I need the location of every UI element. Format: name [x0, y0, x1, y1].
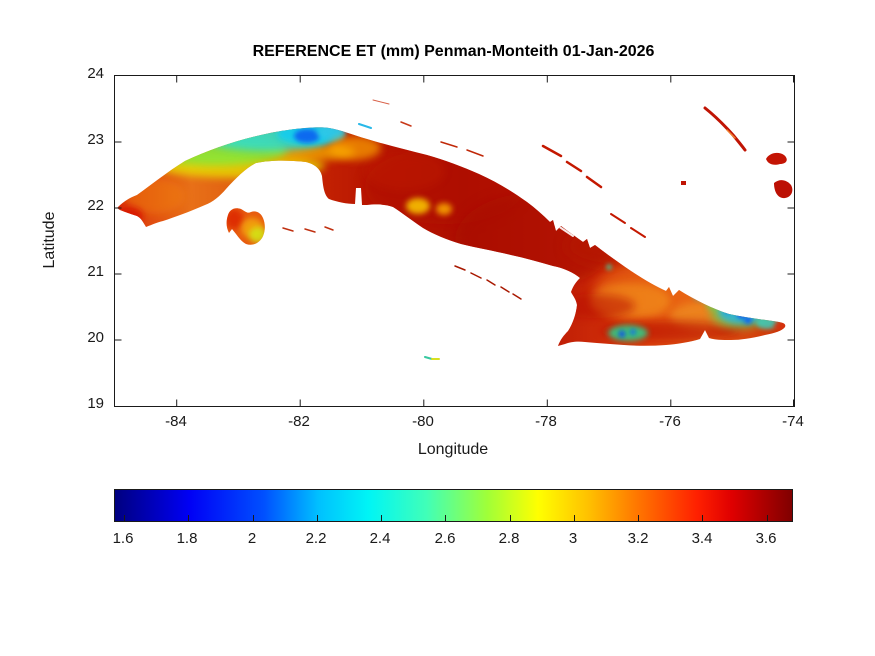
colorbar-tick-mark — [188, 515, 189, 521]
colorbar-tick-mark — [638, 515, 639, 521]
colorbar-tick-label: 3.6 — [755, 530, 777, 547]
y-tick-label: 23 — [87, 131, 104, 148]
bahamas-islands — [681, 106, 793, 199]
y-tick-label: 20 — [87, 329, 104, 346]
colorbar-tick-mark — [124, 515, 125, 521]
colorbar-tick-mark — [574, 515, 575, 521]
colorbar-tick-mark — [253, 515, 254, 521]
x-axis-label: Longitude — [417, 441, 489, 458]
cuba-et-map — [115, 76, 794, 406]
axis-tick-marks — [115, 76, 794, 406]
plot-area — [114, 75, 795, 407]
colorbar-tick-label: 3 — [568, 530, 578, 547]
colorbar-tick-label: 3.4 — [691, 530, 713, 547]
colorbar — [114, 489, 793, 522]
y-axis-label: Latitude — [41, 211, 58, 269]
colorbar-tick-label: 2 — [247, 530, 257, 547]
colorbar-tick-label: 2.4 — [369, 530, 391, 547]
colorbar-tick-mark — [317, 515, 318, 521]
y-tick-label: 21 — [87, 263, 104, 280]
x-tick-label: -74 — [782, 413, 804, 430]
colorbar-tick-label: 2.2 — [305, 530, 327, 547]
colorbar-tick-mark — [381, 515, 382, 521]
colorbar-tick-label: 3.2 — [627, 530, 649, 547]
colorbar-tick-mark — [702, 515, 703, 521]
x-tick-label: -76 — [659, 413, 681, 430]
y-tick-label: 22 — [87, 197, 104, 214]
colorbar-tick-label: 2.6 — [434, 530, 456, 547]
small-cays — [282, 99, 646, 300]
x-tick-label: -78 — [535, 413, 557, 430]
y-tick-label: 19 — [87, 395, 104, 412]
colorbar-tick-mark — [445, 515, 446, 521]
colorbar-tick-mark — [767, 515, 768, 521]
isla-de-la-juventud-overlays — [226, 209, 265, 243]
x-tick-label: -84 — [165, 413, 187, 430]
cayman-islands — [424, 356, 440, 360]
x-tick-label: -82 — [288, 413, 310, 430]
y-tick-label: 24 — [87, 65, 104, 82]
x-tick-label: -80 — [412, 413, 434, 430]
colorbar-tick-mark — [510, 515, 511, 521]
colorbar-tick-label: 1.6 — [112, 530, 134, 547]
colorbar-tick-label: 2.8 — [498, 530, 520, 547]
colorbar-tick-label: 1.8 — [176, 530, 198, 547]
chart-title: REFERENCE ET (mm) Penman-Monteith 01-Jan… — [252, 43, 655, 60]
